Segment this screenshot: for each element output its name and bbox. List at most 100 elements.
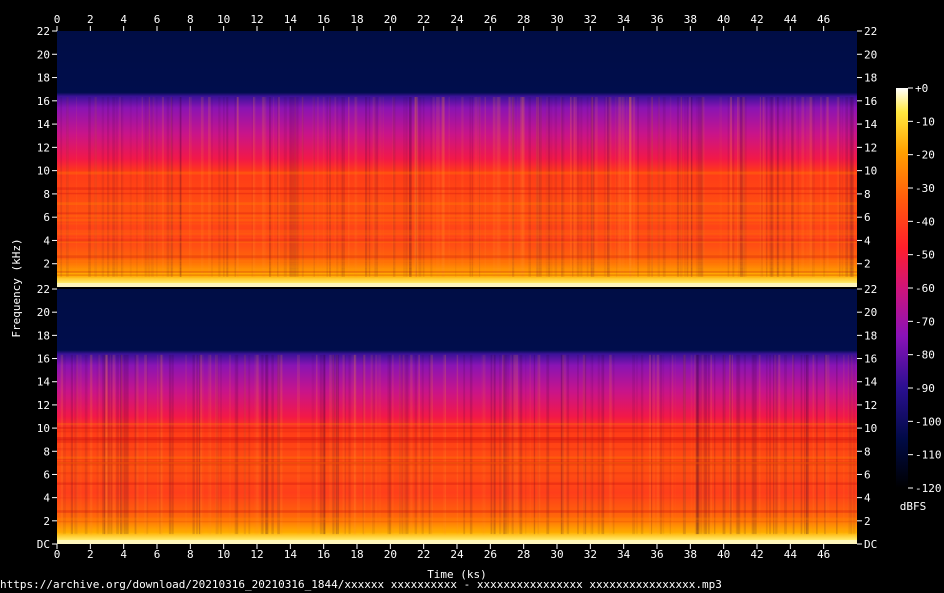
y-tick-label-left: 16 — [37, 353, 50, 366]
spectral-streak — [156, 97, 158, 277]
x-tick-label-bottom: 0 — [54, 548, 61, 561]
spectral-streak — [561, 97, 563, 277]
spectral-streak — [545, 97, 549, 277]
spectral-streak — [135, 354, 139, 535]
spectral-streak — [344, 354, 346, 535]
x-tick-label-bottom: 14 — [284, 548, 298, 561]
spectral-streak — [591, 97, 593, 277]
spectral-streak — [637, 97, 639, 277]
spectral-streak — [185, 354, 187, 535]
spectral-streak — [168, 354, 172, 535]
spectral-streak — [469, 354, 473, 535]
spectral-band — [57, 187, 857, 190]
source-url: https://archive.org/download/20210316_20… — [0, 578, 722, 591]
spectral-streak — [410, 354, 413, 535]
spectral-texture-bottom — [57, 354, 857, 544]
x-tick-label-bottom: 4 — [120, 548, 127, 561]
y-tick-label-left: 10 — [37, 165, 50, 178]
spectral-streak — [849, 97, 852, 277]
y-tick-label-right: 22 — [864, 283, 877, 296]
spectral-streak — [703, 354, 706, 535]
spectral-streak — [105, 354, 108, 535]
spectral-streak — [521, 97, 524, 277]
spectral-streak — [448, 97, 450, 277]
x-tick-label-top: 2 — [87, 13, 94, 26]
spectral-streak — [291, 97, 295, 277]
spectral-band — [57, 240, 857, 244]
spectral-streak — [629, 97, 631, 277]
x-tick-label-top: 38 — [684, 13, 697, 26]
x-tick-label-bottom: 30 — [550, 548, 563, 561]
y-tick-label-left: 6 — [43, 211, 50, 224]
spectral-streak — [192, 354, 195, 535]
spectral-streak — [525, 354, 527, 535]
spectral-streak — [499, 354, 502, 535]
spectral-streak — [679, 97, 683, 277]
spectral-streak — [737, 354, 741, 535]
spectral-band — [57, 214, 857, 218]
spectral-streak — [619, 97, 621, 277]
spectral-streak — [490, 354, 493, 535]
spectral-streak — [279, 354, 282, 535]
y-tick-label-right: 6 — [864, 468, 871, 481]
spectral-streak — [792, 354, 794, 535]
spectral-streak — [370, 354, 374, 535]
spectral-streak — [737, 97, 740, 277]
spectral-band — [57, 521, 857, 523]
spectral-streak — [503, 354, 506, 535]
spectral-streak — [662, 97, 666, 277]
spectral-streak — [76, 354, 79, 535]
spectral-streak — [820, 97, 822, 277]
spectral-streak — [671, 354, 674, 535]
spectral-streak — [776, 97, 780, 277]
spectral-streak — [563, 354, 567, 535]
spectral-streak — [793, 97, 797, 277]
spectral-streak — [669, 97, 672, 277]
spectral-streak — [701, 354, 704, 535]
spectral-band — [57, 218, 857, 222]
spectral-streak — [144, 354, 147, 535]
spectral-band — [57, 461, 857, 464]
y-tick-label-right: 22 — [864, 25, 877, 38]
spectral-streak — [602, 354, 605, 535]
x-tick-label-top: 26 — [484, 13, 497, 26]
spectral-streak — [159, 354, 161, 535]
spectral-streak — [219, 354, 222, 535]
spectral-streak — [209, 354, 212, 535]
y-tick-label-left: 22 — [37, 25, 50, 38]
spectral-streak — [141, 97, 143, 277]
spectral-streak — [215, 354, 218, 535]
y-tick-label-left: 14 — [37, 118, 51, 131]
spectral-streak — [682, 354, 686, 535]
spectral-band — [57, 171, 857, 175]
spectral-streak — [208, 97, 211, 277]
spectral-streak — [586, 97, 589, 277]
spectral-streak — [342, 354, 345, 535]
x-tick-label-top: 34 — [617, 13, 631, 26]
spectral-streak — [329, 354, 332, 535]
spectral-streak — [402, 354, 405, 535]
spectral-streak — [256, 354, 259, 535]
spectral-band — [57, 438, 857, 441]
spectral-streak — [109, 354, 112, 535]
spectral-streak — [669, 354, 671, 535]
spectral-streak — [572, 97, 574, 277]
spectral-band — [57, 255, 857, 259]
spectral-streak — [234, 97, 236, 277]
x-tick-label-top: 30 — [550, 13, 563, 26]
spectral-streak — [363, 354, 366, 535]
spectral-streak — [418, 354, 420, 535]
spectral-streak — [595, 97, 598, 277]
spectral-streak — [591, 97, 595, 277]
x-tick-label-top: 44 — [784, 13, 798, 26]
spectral-streak — [674, 354, 676, 535]
spectral-streak — [651, 354, 653, 535]
spectral-streak — [123, 354, 126, 535]
y-tick-label-right: 16 — [864, 353, 877, 366]
spectral-streak — [388, 354, 392, 535]
spectral-band — [57, 222, 857, 225]
spectral-streak — [322, 354, 326, 535]
spectral-streak — [354, 97, 358, 277]
y-tick-label-right: 20 — [864, 48, 877, 61]
spectral-streak — [766, 354, 768, 535]
